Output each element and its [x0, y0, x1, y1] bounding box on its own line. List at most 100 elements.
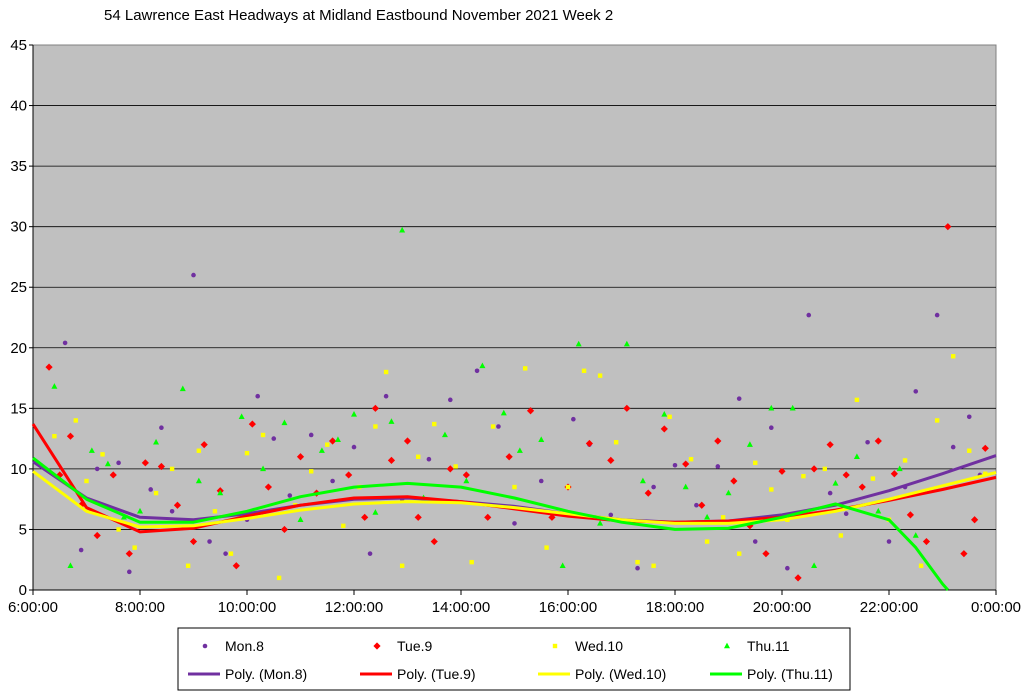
data-point — [159, 425, 164, 431]
data-point — [496, 424, 501, 429]
data-point — [806, 312, 812, 318]
data-point — [913, 389, 919, 394]
data-point — [276, 575, 282, 581]
data-point — [426, 456, 432, 462]
data-point — [981, 444, 989, 452]
data-point — [387, 456, 396, 465]
data-point — [308, 432, 314, 438]
data-point — [334, 436, 341, 443]
data-point — [698, 501, 706, 509]
data-point — [512, 521, 517, 526]
data-point — [345, 471, 353, 479]
data-point — [753, 460, 758, 466]
data-point — [597, 519, 604, 526]
data-point — [287, 493, 293, 498]
legend-label: Poly. (Wed.10) — [575, 666, 666, 682]
data-point — [463, 477, 470, 484]
x-tick-label: 14:00:00 — [432, 599, 490, 616]
legend-label: Mon.8 — [225, 638, 264, 654]
data-point — [78, 547, 84, 553]
data-point — [189, 537, 198, 546]
data-point — [581, 368, 587, 373]
y-tick-label: 30 — [10, 219, 27, 236]
data-point — [667, 414, 672, 420]
data-point — [200, 441, 208, 449]
data-point — [865, 439, 870, 445]
data-point — [191, 272, 196, 278]
data-point — [383, 369, 389, 375]
legend-marker — [373, 642, 381, 650]
data-point — [613, 440, 619, 445]
data-point — [100, 452, 105, 457]
trendline — [32, 470, 997, 529]
data-point — [960, 550, 968, 558]
data-point — [544, 545, 549, 550]
data-point — [769, 425, 774, 431]
data-point — [801, 473, 806, 479]
y-axis: 0 5 10 15 20 25 30 35 40 45 — [10, 37, 34, 599]
x-tick-label: 6:00:00 — [8, 599, 58, 616]
y-tick-label: 35 — [10, 158, 27, 175]
data-point — [874, 437, 882, 445]
data-point — [886, 539, 892, 544]
data-point — [330, 478, 335, 484]
data-point — [430, 537, 438, 546]
data-point — [505, 453, 513, 461]
data-point — [45, 363, 53, 371]
data-point — [951, 354, 956, 359]
data-point — [479, 362, 486, 369]
data-point — [296, 453, 305, 461]
y-tick-label: 40 — [10, 98, 27, 115]
x-axis: 6:00:00 8:00:00 10:00:00 12:00:00 14:00:00 16… — [8, 589, 1021, 616]
y-tick-label: 0 — [19, 582, 27, 599]
data-point — [720, 515, 726, 520]
data-point — [714, 437, 722, 445]
x-tick-label: 12:00:00 — [325, 599, 383, 616]
data-point — [132, 545, 137, 550]
data-point — [116, 527, 121, 532]
data-point — [607, 456, 615, 465]
data-point — [516, 447, 523, 453]
data-point — [843, 511, 849, 516]
data-point — [842, 471, 850, 479]
data-point — [371, 404, 379, 412]
trendlines — [31, 423, 997, 591]
data-point — [768, 404, 775, 411]
data-point — [341, 523, 346, 529]
data-point — [125, 550, 133, 558]
data-point — [967, 448, 972, 453]
data-point — [260, 465, 267, 472]
data-point — [414, 513, 422, 521]
data-point — [730, 477, 738, 485]
data-point — [526, 407, 535, 415]
x-tick-label: 18:00:00 — [646, 599, 704, 616]
data-point — [769, 487, 774, 492]
legend-marker — [724, 642, 730, 649]
data-point — [179, 385, 186, 392]
data-point — [373, 424, 378, 429]
data-point — [934, 418, 940, 423]
data-point — [238, 413, 245, 420]
data-point — [403, 437, 412, 445]
x-tick-label: 22:00:00 — [860, 599, 918, 616]
chart-title: 54 Lawrence East Headways at Midland Eas… — [104, 7, 613, 24]
data-point — [351, 410, 357, 417]
x-tick-label: 16:00:00 — [539, 599, 597, 616]
data-point — [870, 476, 876, 481]
data-point — [737, 551, 742, 556]
data-point — [280, 525, 289, 534]
data-point — [329, 437, 337, 445]
data-point — [157, 462, 165, 471]
data-point — [832, 480, 839, 486]
data-point — [66, 432, 75, 440]
data-point — [372, 509, 379, 515]
data-point — [62, 340, 68, 346]
legend-marker — [202, 643, 208, 649]
data-point — [260, 432, 266, 438]
legend-label: Poly. (Thu.11) — [747, 666, 833, 682]
data-point — [255, 393, 260, 399]
data-point — [966, 414, 972, 420]
legend-label: Poly. (Mon.8) — [225, 666, 307, 682]
data-point — [672, 462, 678, 468]
data-point — [512, 484, 517, 490]
